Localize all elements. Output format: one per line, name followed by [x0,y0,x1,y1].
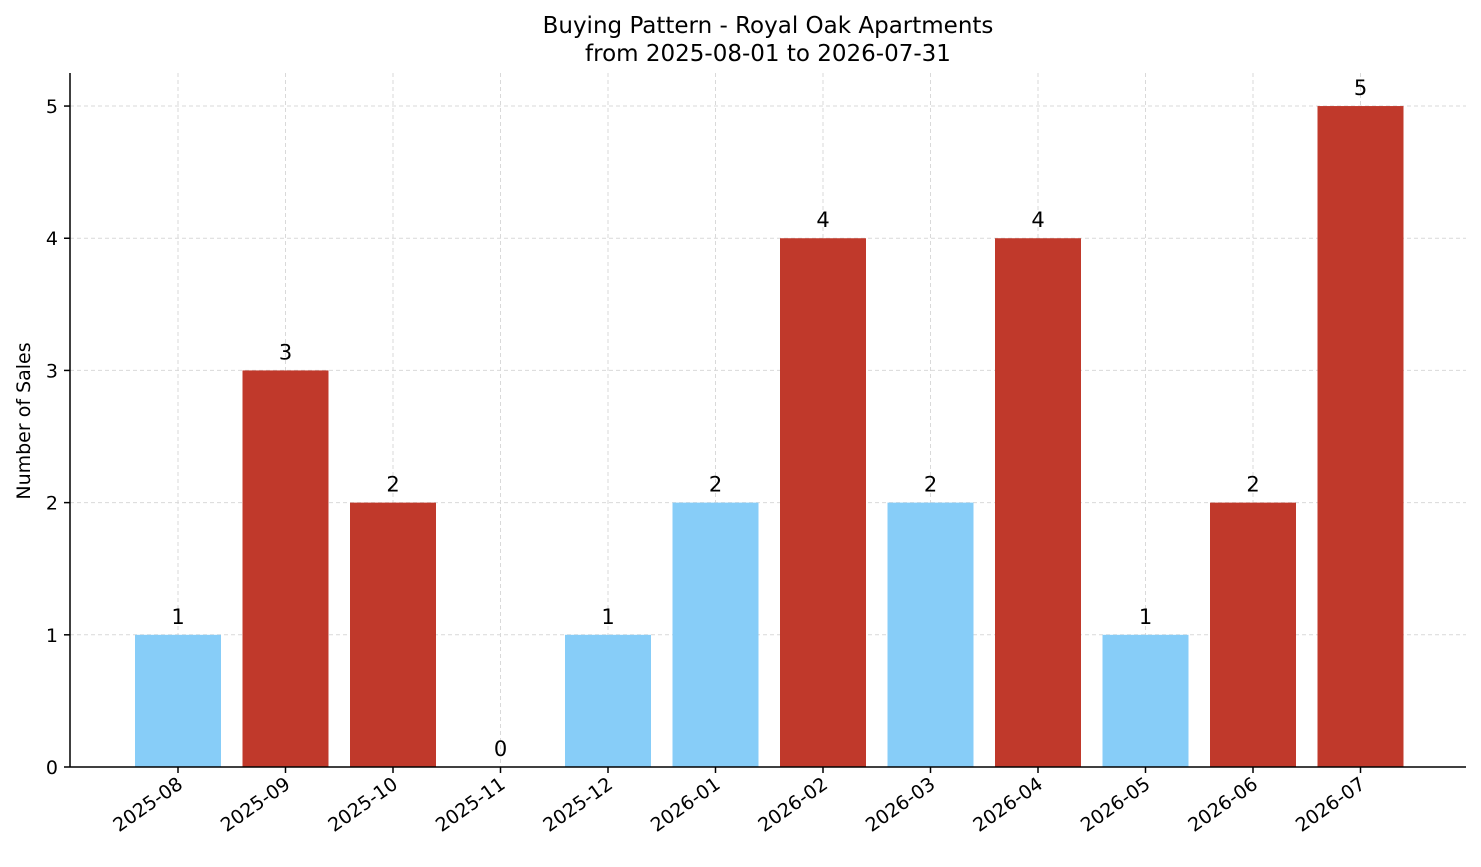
x-tick-label: 2025-12 [539,773,617,837]
x-tick-label: 2025-11 [432,773,510,837]
y-axis-label: Number of Sales [13,342,35,499]
y-tick-label: 5 [46,96,58,118]
x-tick-label: 2026-06 [1184,773,1262,837]
bar-value-label: 1 [171,605,184,629]
bar [887,502,974,767]
data-label-layer: 1 3 2 0 1 2 4 2 4 1 2 5 [171,76,1367,761]
bar-value-label: 1 [601,605,614,629]
x-tick-label: 2025-10 [324,773,402,837]
bar [350,502,436,767]
bar [242,370,329,767]
x-tick-label: 2026-05 [1077,773,1155,837]
bar-value-label: 2 [386,473,399,497]
x-tick-label: 2026-03 [862,773,940,837]
bar [1210,502,1296,767]
bar-value-label: 1 [1139,605,1152,629]
chart-title: Buying Pattern - Royal Oak Apartments [543,13,994,39]
bar-value-label: 2 [1246,473,1259,497]
bar-value-label: 5 [1354,76,1367,100]
y-tick-label: 1 [46,625,58,647]
x-tick-label: 2026-07 [1292,773,1370,837]
chart-subtitle: from 2025-08-01 to 2026-07-31 [585,41,951,67]
bar-layer [135,106,1404,768]
bar-value-label: 2 [709,473,722,497]
bar-value-label: 4 [816,208,829,232]
bar-value-label: 4 [1031,208,1044,232]
bar [995,238,1081,767]
bar [1102,634,1189,767]
axis-layer [69,73,1466,768]
bar [565,634,651,767]
x-tick-label: 2025-09 [217,773,295,837]
bar [780,238,866,767]
x-tick-label: 2026-04 [969,773,1047,837]
y-tick-label: 3 [46,360,58,382]
bar-value-label: 3 [279,340,292,364]
y-tick-label: 0 [46,757,58,779]
bar [1317,106,1404,768]
y-tick-label: 4 [46,228,58,250]
bar [672,502,759,767]
x-tick-label: 2026-02 [754,773,832,837]
x-tick-label: 2026-01 [647,773,725,837]
x-tick-label: 2025-08 [109,773,187,837]
bar-value-label: 2 [924,473,937,497]
bar-value-label: 0 [494,737,507,761]
bar [135,634,221,767]
y-tick-label: 2 [46,493,58,515]
